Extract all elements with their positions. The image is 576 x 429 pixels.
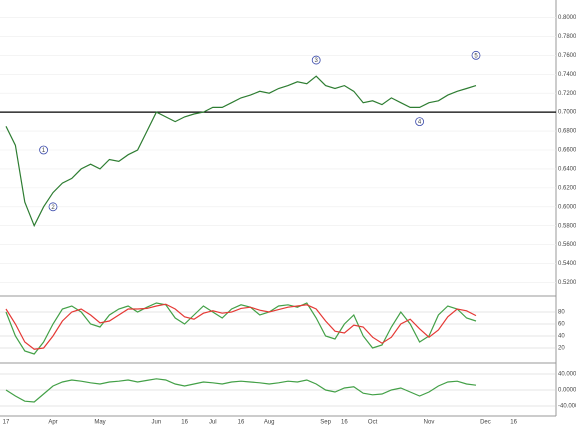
wave-marker <box>311 55 321 65</box>
x-tick-label: Apr <box>48 420 57 426</box>
wave-marker <box>48 202 58 212</box>
wave-marker <box>471 50 481 60</box>
x-tick-label: Oct <box>368 420 378 426</box>
wave-label: 5 <box>474 53 478 59</box>
y-tick-label: 0.80000 <box>558 15 576 21</box>
x-tick-label: Jul <box>209 420 217 426</box>
x-tick-label: May <box>94 420 105 426</box>
wave-marker <box>39 145 48 155</box>
x-tick-label: Jun <box>152 420 162 426</box>
wave-label: 2 <box>51 205 55 211</box>
x-tick-label: 17 <box>3 420 10 426</box>
y-tick-label: -40.00000 <box>558 404 576 410</box>
y-tick-label: 60 <box>558 322 565 328</box>
x-tick-label: 16 <box>181 420 188 426</box>
x-tick-label: Aug <box>264 420 275 426</box>
y-tick-label: 80 <box>558 310 565 316</box>
x-tick-label: 16 <box>510 420 517 426</box>
x-tick-label: Dec <box>480 420 491 426</box>
x-tick-label: Sep <box>320 420 331 426</box>
series-line <box>5 378 477 403</box>
x-tick-label: Nov <box>424 420 435 426</box>
wave-label: 1 <box>42 148 46 154</box>
series-line <box>5 302 477 355</box>
y-tick-label: 40.00000 <box>558 372 576 378</box>
wave-marker <box>415 117 425 126</box>
x-tick-label: 16 <box>238 420 245 426</box>
y-tick-label: 0.00000 <box>558 388 576 394</box>
series-line <box>5 303 477 350</box>
series-line <box>5 75 477 228</box>
y-tick-label: 20 <box>558 346 565 352</box>
wave-label: 3 <box>315 58 319 64</box>
y-tick-label: 40 <box>558 334 565 340</box>
wave-label: 4 <box>418 120 422 126</box>
x-tick-label: 16 <box>341 420 348 426</box>
